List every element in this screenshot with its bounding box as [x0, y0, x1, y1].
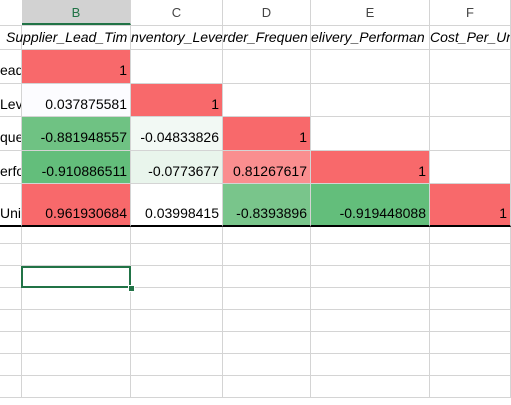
- data-cell[interactable]: [223, 50, 311, 84]
- row-label[interactable]: ead: [0, 50, 22, 84]
- data-cell[interactable]: [131, 50, 223, 84]
- data-cell[interactable]: [430, 50, 511, 84]
- empty-cell[interactable]: [22, 288, 131, 310]
- row-label[interactable]: Lev: [0, 84, 22, 117]
- data-cell[interactable]: -0.910886511: [22, 151, 131, 184]
- data-cell[interactable]: 0.03998415: [131, 184, 223, 227]
- row-label[interactable]: Unit: [0, 184, 22, 227]
- empty-cell[interactable]: [223, 227, 311, 244]
- empty-cell[interactable]: [311, 376, 430, 398]
- empty-cell[interactable]: [131, 266, 223, 288]
- data-cell[interactable]: 1: [22, 50, 131, 84]
- empty-cell[interactable]: [223, 310, 311, 332]
- empty-cell[interactable]: [311, 266, 430, 288]
- column-header-row: B C D E F: [0, 0, 511, 26]
- empty-cell[interactable]: [0, 227, 22, 244]
- data-cell[interactable]: -0.0773677: [131, 151, 223, 184]
- header-cell-d[interactable]: rder_Frequen: [223, 25, 311, 50]
- data-cell[interactable]: [430, 151, 511, 184]
- column-header-e[interactable]: E: [311, 0, 430, 25]
- data-cell[interactable]: 1: [311, 151, 430, 184]
- empty-cell[interactable]: [0, 310, 22, 332]
- empty-cell[interactable]: [311, 227, 430, 244]
- empty-cell[interactable]: [0, 332, 22, 354]
- empty-cell[interactable]: [0, 376, 22, 398]
- empty-cell[interactable]: [311, 332, 430, 354]
- data-cell[interactable]: [430, 84, 511, 117]
- empty-cell[interactable]: [22, 354, 131, 376]
- empty-cell[interactable]: [430, 310, 511, 332]
- empty-cell[interactable]: [311, 244, 430, 266]
- empty-cell[interactable]: [131, 288, 223, 310]
- empty-cell[interactable]: [223, 288, 311, 310]
- header-cell-c[interactable]: nventory_Leve: [131, 25, 223, 50]
- empty-cell[interactable]: [22, 244, 131, 266]
- data-cell[interactable]: 1: [131, 84, 223, 117]
- column-header-d[interactable]: D: [223, 0, 311, 25]
- data-cell[interactable]: [430, 117, 511, 151]
- empty-cell[interactable]: [311, 288, 430, 310]
- empty-cell[interactable]: [131, 332, 223, 354]
- empty-cell[interactable]: [131, 227, 223, 244]
- empty-cell[interactable]: [131, 354, 223, 376]
- empty-cell[interactable]: [430, 354, 511, 376]
- data-cell[interactable]: [311, 50, 430, 84]
- cell-selection-box[interactable]: [21, 266, 131, 288]
- column-header-f[interactable]: F: [430, 0, 511, 25]
- empty-cell[interactable]: [22, 332, 131, 354]
- data-cell[interactable]: -0.04833826: [131, 117, 223, 151]
- data-cell[interactable]: -0.919448088: [311, 184, 430, 227]
- column-header-b[interactable]: B: [22, 0, 131, 25]
- data-cell[interactable]: [311, 84, 430, 117]
- empty-cell[interactable]: [0, 354, 22, 376]
- empty-cell[interactable]: [0, 288, 22, 310]
- empty-cell[interactable]: [223, 266, 311, 288]
- empty-cell[interactable]: [131, 244, 223, 266]
- empty-cell[interactable]: [223, 244, 311, 266]
- empty-cell[interactable]: [430, 288, 511, 310]
- data-cell[interactable]: 0.961930684: [22, 184, 131, 227]
- empty-cell[interactable]: [223, 376, 311, 398]
- empty-cell[interactable]: [430, 332, 511, 354]
- empty-cell[interactable]: [131, 376, 223, 398]
- empty-cell[interactable]: [131, 310, 223, 332]
- empty-cell[interactable]: [311, 354, 430, 376]
- empty-cell[interactable]: [311, 310, 430, 332]
- empty-cell[interactable]: [430, 266, 511, 288]
- empty-cell[interactable]: [223, 332, 311, 354]
- data-cell[interactable]: 0.81267617: [223, 151, 311, 184]
- header-cell-b[interactable]: Supplier_Lead_Tim: [0, 25, 131, 50]
- empty-cell[interactable]: [430, 227, 511, 244]
- data-cell[interactable]: [223, 84, 311, 117]
- empty-cell[interactable]: [430, 376, 511, 398]
- data-cell[interactable]: 0.037875581: [22, 84, 131, 117]
- data-cell[interactable]: 1: [223, 117, 311, 151]
- data-cell[interactable]: -0.881948557: [22, 117, 131, 151]
- header-cell-f[interactable]: Cost_Per_Uni: [430, 25, 511, 50]
- column-header-c[interactable]: C: [131, 0, 223, 25]
- empty-cell[interactable]: [22, 227, 131, 244]
- data-cell[interactable]: -0.8393896: [223, 184, 311, 227]
- fill-handle[interactable]: [128, 285, 135, 292]
- data-cell[interactable]: 1: [430, 184, 511, 227]
- empty-cell[interactable]: [22, 376, 131, 398]
- empty-cell[interactable]: [223, 354, 311, 376]
- data-cell[interactable]: [311, 117, 430, 151]
- row-label[interactable]: quer: [0, 117, 22, 151]
- empty-cell[interactable]: [0, 266, 22, 288]
- empty-cell[interactable]: [430, 244, 511, 266]
- empty-cell[interactable]: [22, 310, 131, 332]
- row-label[interactable]: erfo: [0, 151, 22, 184]
- header-cell-e[interactable]: elivery_Performan: [311, 25, 430, 50]
- empty-cell[interactable]: [0, 244, 22, 266]
